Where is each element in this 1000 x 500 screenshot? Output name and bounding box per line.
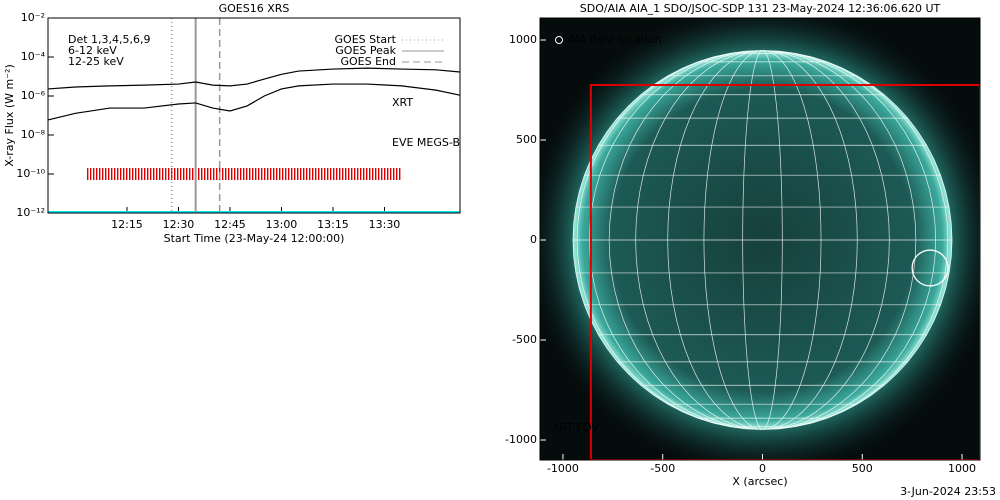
x-tick-label: 13:15 [317,218,349,231]
plot-frame [47,17,461,214]
legend-symbol [555,36,563,44]
xrt-observations [85,168,402,180]
x-tick-label: 13:00 [266,218,298,231]
y-tick-label: 500 [516,133,537,146]
y-tick-label: -500 [512,333,537,346]
x-tick-label: 1000 [948,462,976,475]
y-tick-label: 1000 [509,33,537,46]
x-axis-label: X (arcsec) [732,475,787,488]
y-tick-label: 10⁻⁸ [21,128,46,141]
y-axis-label: X-ray Flux (W m⁻²) [3,64,16,166]
y-tick-label: 10⁻¹² [16,206,45,219]
x-tick-label: -1000 [547,462,579,475]
legend-label: AIA flare location [568,33,662,46]
annotation: Det 1,3,4,5,6,9 [68,33,151,46]
x-tick-label: -500 [650,462,675,475]
y-tick-label: 10⁻⁶ [21,89,46,102]
x-tick-label: 12:30 [163,218,195,231]
legend-label: GOES Peak [335,44,396,57]
xrt-fov-label: XRT FOV [552,421,599,434]
xrt-label: XRT [392,96,413,109]
chart-title: GOES16 XRS [219,2,290,15]
annotation: 12-25 keV [68,55,124,68]
y-tick-label: -1000 [505,433,537,446]
x-axis-label: Start Time (23-May-24 12:00:00) [164,232,345,245]
y-tick-label: 0 [530,233,537,246]
x-tick-label: 500 [852,462,873,475]
y-tick-label: 10⁻² [21,11,45,24]
annotation: 6-12 keV [68,44,117,57]
flare-marker [911,249,949,287]
series-line [47,67,461,90]
solar-image [540,18,980,460]
legend-label: GOES End [340,55,396,68]
x-tick-label: 0 [759,462,766,475]
y-tick-label: 10⁻⁴ [21,50,46,63]
x-tick-label: 12:45 [214,218,246,231]
series-line [47,83,461,121]
y-tick-label: 10⁻¹⁰ [16,167,45,180]
footer: 3-Jun-2024 23:53 [900,485,996,498]
legend-label: GOES Start [335,33,397,46]
chart-title: SDO/AIA AIA_1 SDO/JSOC-SDP 131 23-May-20… [580,2,941,15]
heliographic-grid [572,50,953,430]
x-tick-label: 13:30 [369,218,401,231]
plot-frame [539,17,981,461]
eve-label: EVE MEGS-B [392,136,460,149]
x-tick-label: 12:15 [111,218,143,231]
